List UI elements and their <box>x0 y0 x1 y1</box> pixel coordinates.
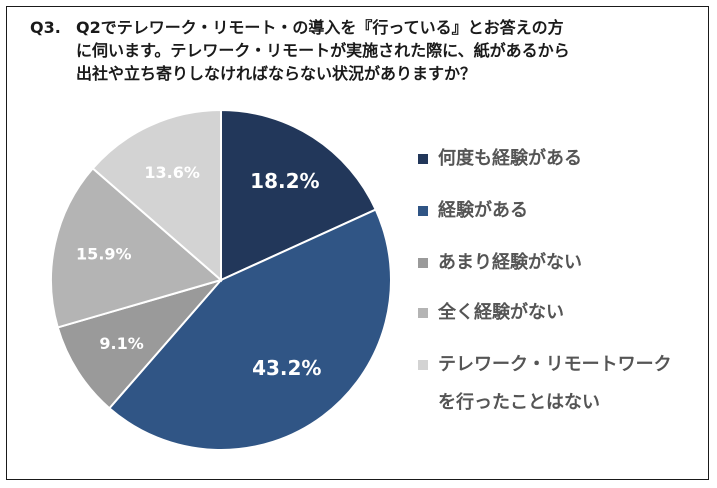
legend-label: あまり経験がない <box>438 252 582 273</box>
pie-slice-labels: 18.2% 43.2% 9.1% 15.9% 13.6% <box>76 163 321 380</box>
slice-value-label: 13.6% <box>144 163 200 182</box>
legend-item: 経験がある <box>418 192 528 230</box>
slice-value-label: 9.1% <box>99 334 143 353</box>
legend-swatch <box>418 258 428 268</box>
pie-slice <box>56 278 224 410</box>
pie-slice <box>50 166 224 329</box>
pie-slice <box>107 208 392 451</box>
legend-label: 経験がある <box>438 200 528 221</box>
legend-label: テレワーク・リモートワーク を行ったことはない <box>438 354 672 413</box>
legend-swatch <box>418 308 428 318</box>
legend-swatch <box>418 206 428 216</box>
legend-item: 何度も経験がある <box>418 140 582 178</box>
question-text: Q2でテレワーク・リモート・の導入を『行っている』とお答えの方 に伺います。テレ… <box>76 18 570 83</box>
legend-label: 全く経験がない <box>438 302 564 323</box>
slice-value-label: 15.9% <box>76 245 132 264</box>
legend-swatch <box>418 154 428 164</box>
question-number: Q3. <box>30 18 61 37</box>
legend-label: 何度も経験がある <box>438 148 582 169</box>
pie-slices <box>50 108 392 451</box>
pie-slice <box>91 108 222 283</box>
slice-value-label: 18.2% <box>250 169 319 193</box>
legend-item: あまり経験がない <box>418 244 582 282</box>
legend-item: 全く経験がない <box>418 294 564 332</box>
legend-item: テレワーク・リモートワーク を行ったことはない <box>418 346 672 422</box>
slice-value-label: 43.2% <box>252 356 321 380</box>
pie-slice <box>220 108 378 282</box>
legend-swatch <box>418 360 428 370</box>
